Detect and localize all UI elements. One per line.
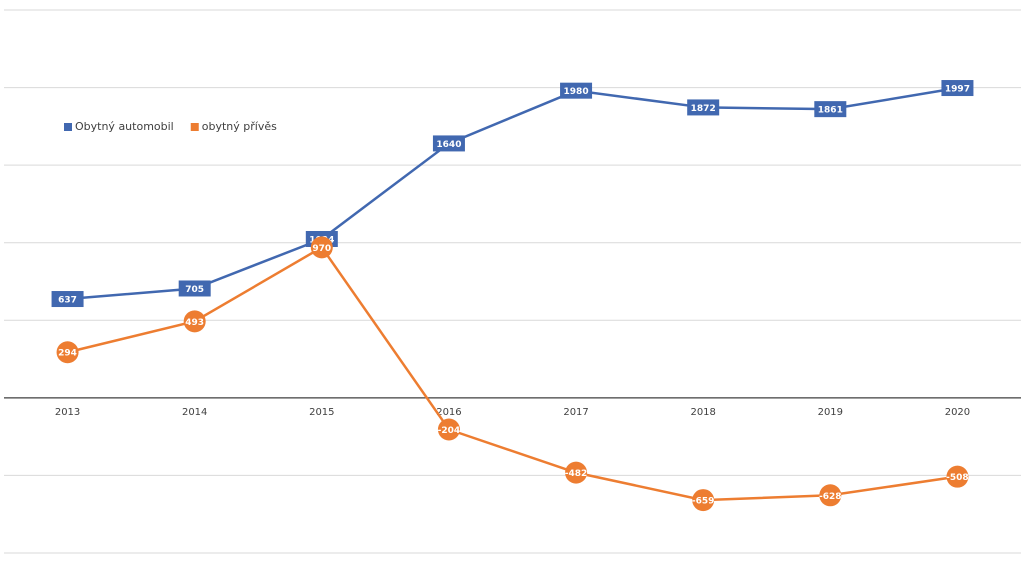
data-label: 705 — [185, 285, 204, 295]
data-label: 493 — [185, 318, 204, 328]
x-tick-label: 2017 — [563, 407, 588, 418]
legend-label: obytný přívěs — [202, 120, 277, 133]
label-marker — [692, 489, 715, 512]
label-box — [51, 291, 84, 308]
label-box — [814, 101, 847, 118]
label-marker — [565, 461, 588, 484]
data-label: -482 — [565, 469, 588, 479]
data-label: 1861 — [818, 106, 843, 116]
x-tick-label: 2014 — [182, 407, 207, 418]
label-marker — [946, 465, 969, 488]
label-marker — [310, 236, 333, 259]
data-label: 1997 — [945, 85, 970, 95]
data-label: 637 — [58, 296, 77, 306]
label-box — [687, 99, 720, 116]
series-line — [67, 245, 958, 502]
legend-label: Obytný automobil — [75, 120, 174, 133]
legend-swatch — [190, 123, 199, 131]
label-box — [178, 280, 211, 297]
x-tick-label: 2020 — [945, 407, 970, 418]
data-label: -659 — [692, 497, 715, 507]
data-label: -628 — [819, 492, 842, 502]
x-tick-label: 2013 — [55, 407, 80, 418]
label-box — [941, 80, 974, 97]
data-label: -204 — [438, 426, 461, 436]
label-marker — [819, 484, 842, 507]
label-box — [560, 82, 593, 99]
data-label: 1640 — [436, 140, 461, 150]
x-tick-label: 2019 — [818, 407, 843, 418]
x-tick-label: 2016 — [436, 407, 461, 418]
x-tick-label: 2015 — [309, 407, 334, 418]
data-label: -508 — [946, 473, 969, 483]
x-tick-label: 2018 — [690, 407, 715, 418]
label-marker — [183, 310, 206, 333]
legend-swatch — [64, 123, 72, 131]
data-label: 294 — [58, 349, 77, 359]
label-marker — [437, 418, 460, 441]
label-box — [432, 135, 465, 152]
data-label: 970 — [312, 244, 331, 254]
data-label: 1980 — [564, 87, 589, 97]
label-marker — [56, 341, 79, 364]
series-line — [67, 86, 958, 301]
data-label: 1872 — [691, 104, 716, 114]
